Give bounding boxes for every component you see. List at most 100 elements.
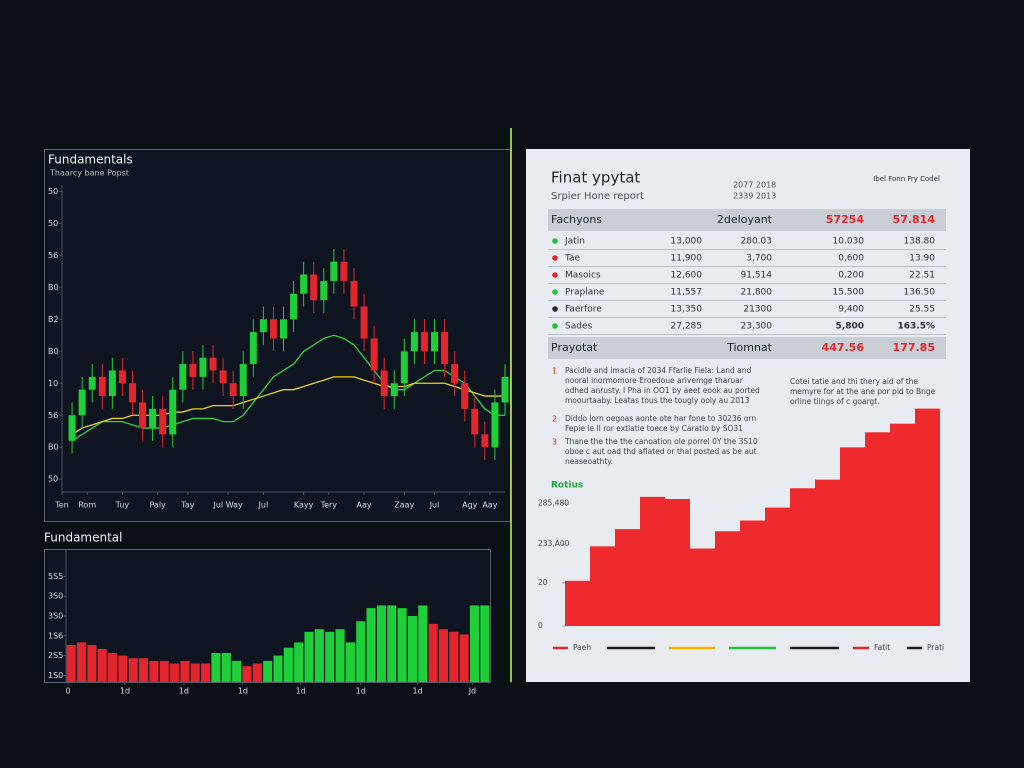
- report-subtitle: Srpier Hone report: [551, 191, 644, 202]
- y-tick-label: 56: [48, 411, 58, 420]
- bar: [180, 660, 190, 682]
- y-tick-label: 1S0: [48, 671, 63, 680]
- side-note: Cotei tatie and thi thery aid of the: [790, 377, 918, 386]
- x-tick-label: 1d: [120, 687, 130, 696]
- candle-body: [280, 319, 287, 339]
- table-cell: Tae: [564, 254, 581, 264]
- table-cell: Sades: [565, 322, 592, 332]
- table-header: 57.814: [893, 213, 936, 226]
- candle-body: [149, 408, 157, 429]
- row-dot: [552, 272, 558, 278]
- bar: [438, 629, 449, 682]
- candle-body: [229, 383, 237, 397]
- bar: [273, 655, 283, 682]
- candle-body: [300, 274, 308, 294]
- table-cell: 5,800: [836, 322, 864, 332]
- candle-body: [108, 370, 116, 397]
- x-tick-label: Ten: [54, 501, 69, 510]
- bar: [283, 647, 293, 682]
- note-line: Fepie le II ror extlatie toece by Carati…: [565, 424, 743, 433]
- y-tick-label: 50: [48, 187, 58, 196]
- candle-body: [219, 370, 227, 384]
- bar: [304, 631, 314, 682]
- bar: [107, 652, 118, 682]
- x-tick-label: Tery: [320, 501, 338, 510]
- y-tick-label: 1S6: [48, 631, 63, 640]
- y-tick-label: B2: [48, 315, 59, 324]
- note-line: nooral inormomore Eroedoue arivemge thar…: [565, 376, 744, 385]
- table-cell: 91,514: [741, 271, 773, 281]
- candle-body: [68, 415, 76, 441]
- table-cell: 23,300: [741, 322, 773, 332]
- bar: [407, 616, 417, 682]
- candle-body: [78, 389, 86, 416]
- x-tick-label: 0: [66, 687, 71, 696]
- candle-body: [290, 293, 298, 320]
- table-cell: 25.55: [909, 305, 935, 315]
- candle-body: [471, 408, 479, 435]
- table-cell: 12,600: [671, 271, 703, 281]
- row-dot: [552, 323, 558, 329]
- table-cell: Masoics: [565, 271, 601, 281]
- bar: [615, 529, 640, 626]
- table-footer: Prayotat: [551, 341, 598, 354]
- x-tick-label: 1d: [413, 687, 423, 696]
- bar: [469, 605, 480, 682]
- table-cell: 13,000: [671, 237, 703, 247]
- table-cell: 27,285: [671, 322, 703, 332]
- y-tick-label: B0: [48, 283, 59, 292]
- y-tick-label: 5S5: [48, 572, 63, 581]
- candle-body: [360, 306, 368, 339]
- candle-body: [199, 357, 207, 377]
- candle-body: [410, 332, 418, 352]
- row-dot: [552, 255, 558, 261]
- bar: [252, 663, 262, 682]
- bar: [128, 658, 138, 682]
- bar: [314, 629, 324, 682]
- table-cell: 21,800: [741, 288, 773, 298]
- bar: [66, 645, 76, 682]
- note-line: odhed anrusty. I Pha in OO1 by aeet eook…: [565, 386, 760, 395]
- bar: [366, 608, 376, 682]
- bar: [170, 663, 180, 682]
- table-cell: 138.80: [904, 237, 936, 247]
- y-tick-label: 56: [48, 251, 58, 260]
- bar: [387, 605, 397, 682]
- bar: [263, 660, 273, 682]
- bar: [149, 660, 159, 682]
- legend-label: Prati: [927, 643, 944, 652]
- bar: [428, 623, 438, 682]
- note-number: 2: [552, 415, 557, 424]
- candle-panel: [44, 149, 511, 522]
- candle-body: [481, 434, 489, 448]
- bar: [690, 548, 715, 626]
- panel-title: Fundamentals: [48, 153, 133, 167]
- bar: [97, 649, 107, 682]
- bar: [815, 479, 840, 626]
- bar: [915, 408, 940, 626]
- bar: [740, 520, 765, 626]
- note-number: 3: [552, 438, 557, 447]
- y-tick-label: B0: [48, 443, 59, 452]
- side-note: memyre for at the ane por pid to Bnge: [790, 387, 936, 396]
- table-cell: 11,557: [671, 288, 703, 298]
- bar: [715, 531, 740, 626]
- bar: [118, 655, 128, 682]
- candle-body: [320, 280, 328, 301]
- bar: [790, 488, 815, 626]
- bar: [480, 605, 490, 682]
- candle-body: [249, 332, 257, 365]
- x-tick-label: Jul: [258, 501, 269, 510]
- bar: [325, 631, 335, 682]
- candle-body: [239, 364, 247, 397]
- candle-body: [118, 370, 126, 384]
- x-tick-label: Jd: [468, 687, 476, 696]
- candle-body: [98, 376, 106, 397]
- report-date: 2077 2018: [733, 181, 776, 190]
- legend-label: Paeh: [573, 643, 591, 652]
- candle-body: [310, 274, 318, 301]
- table-footer-bg: [548, 337, 946, 359]
- panel-title: Fundamental: [44, 531, 123, 545]
- x-tick-label: Tay: [180, 501, 194, 510]
- bar: [139, 658, 149, 682]
